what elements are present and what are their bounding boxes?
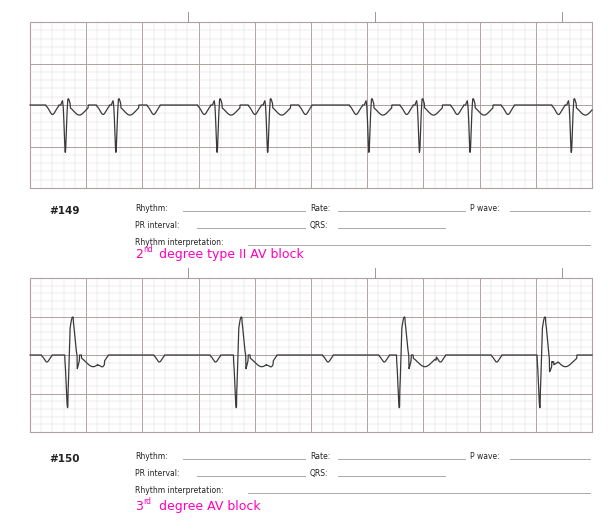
- Text: Rate:: Rate:: [310, 204, 330, 213]
- Text: P wave:: P wave:: [470, 204, 499, 213]
- Text: Rhythm interpretation:: Rhythm interpretation:: [135, 238, 223, 247]
- Text: rd: rd: [143, 497, 151, 506]
- Text: 2: 2: [135, 248, 143, 261]
- Text: P wave:: P wave:: [470, 452, 499, 461]
- Text: degree type II AV block: degree type II AV block: [155, 248, 304, 261]
- Text: 3: 3: [135, 500, 143, 513]
- Text: Rate:: Rate:: [310, 452, 330, 461]
- Text: #150: #150: [50, 454, 80, 464]
- Text: QRS:: QRS:: [310, 469, 329, 478]
- Text: #149: #149: [50, 206, 80, 216]
- Text: QRS:: QRS:: [310, 221, 329, 230]
- Text: Rhythm:: Rhythm:: [135, 452, 168, 461]
- Text: nd: nd: [143, 245, 153, 254]
- Text: Rhythm interpretation:: Rhythm interpretation:: [135, 486, 223, 495]
- Bar: [30, 278, 592, 432]
- Text: PR interval:: PR interval:: [135, 469, 179, 478]
- Text: PR interval:: PR interval:: [135, 221, 179, 230]
- Text: degree AV block: degree AV block: [155, 500, 261, 513]
- Bar: [30, 22, 592, 188]
- Text: Rhythm:: Rhythm:: [135, 204, 168, 213]
